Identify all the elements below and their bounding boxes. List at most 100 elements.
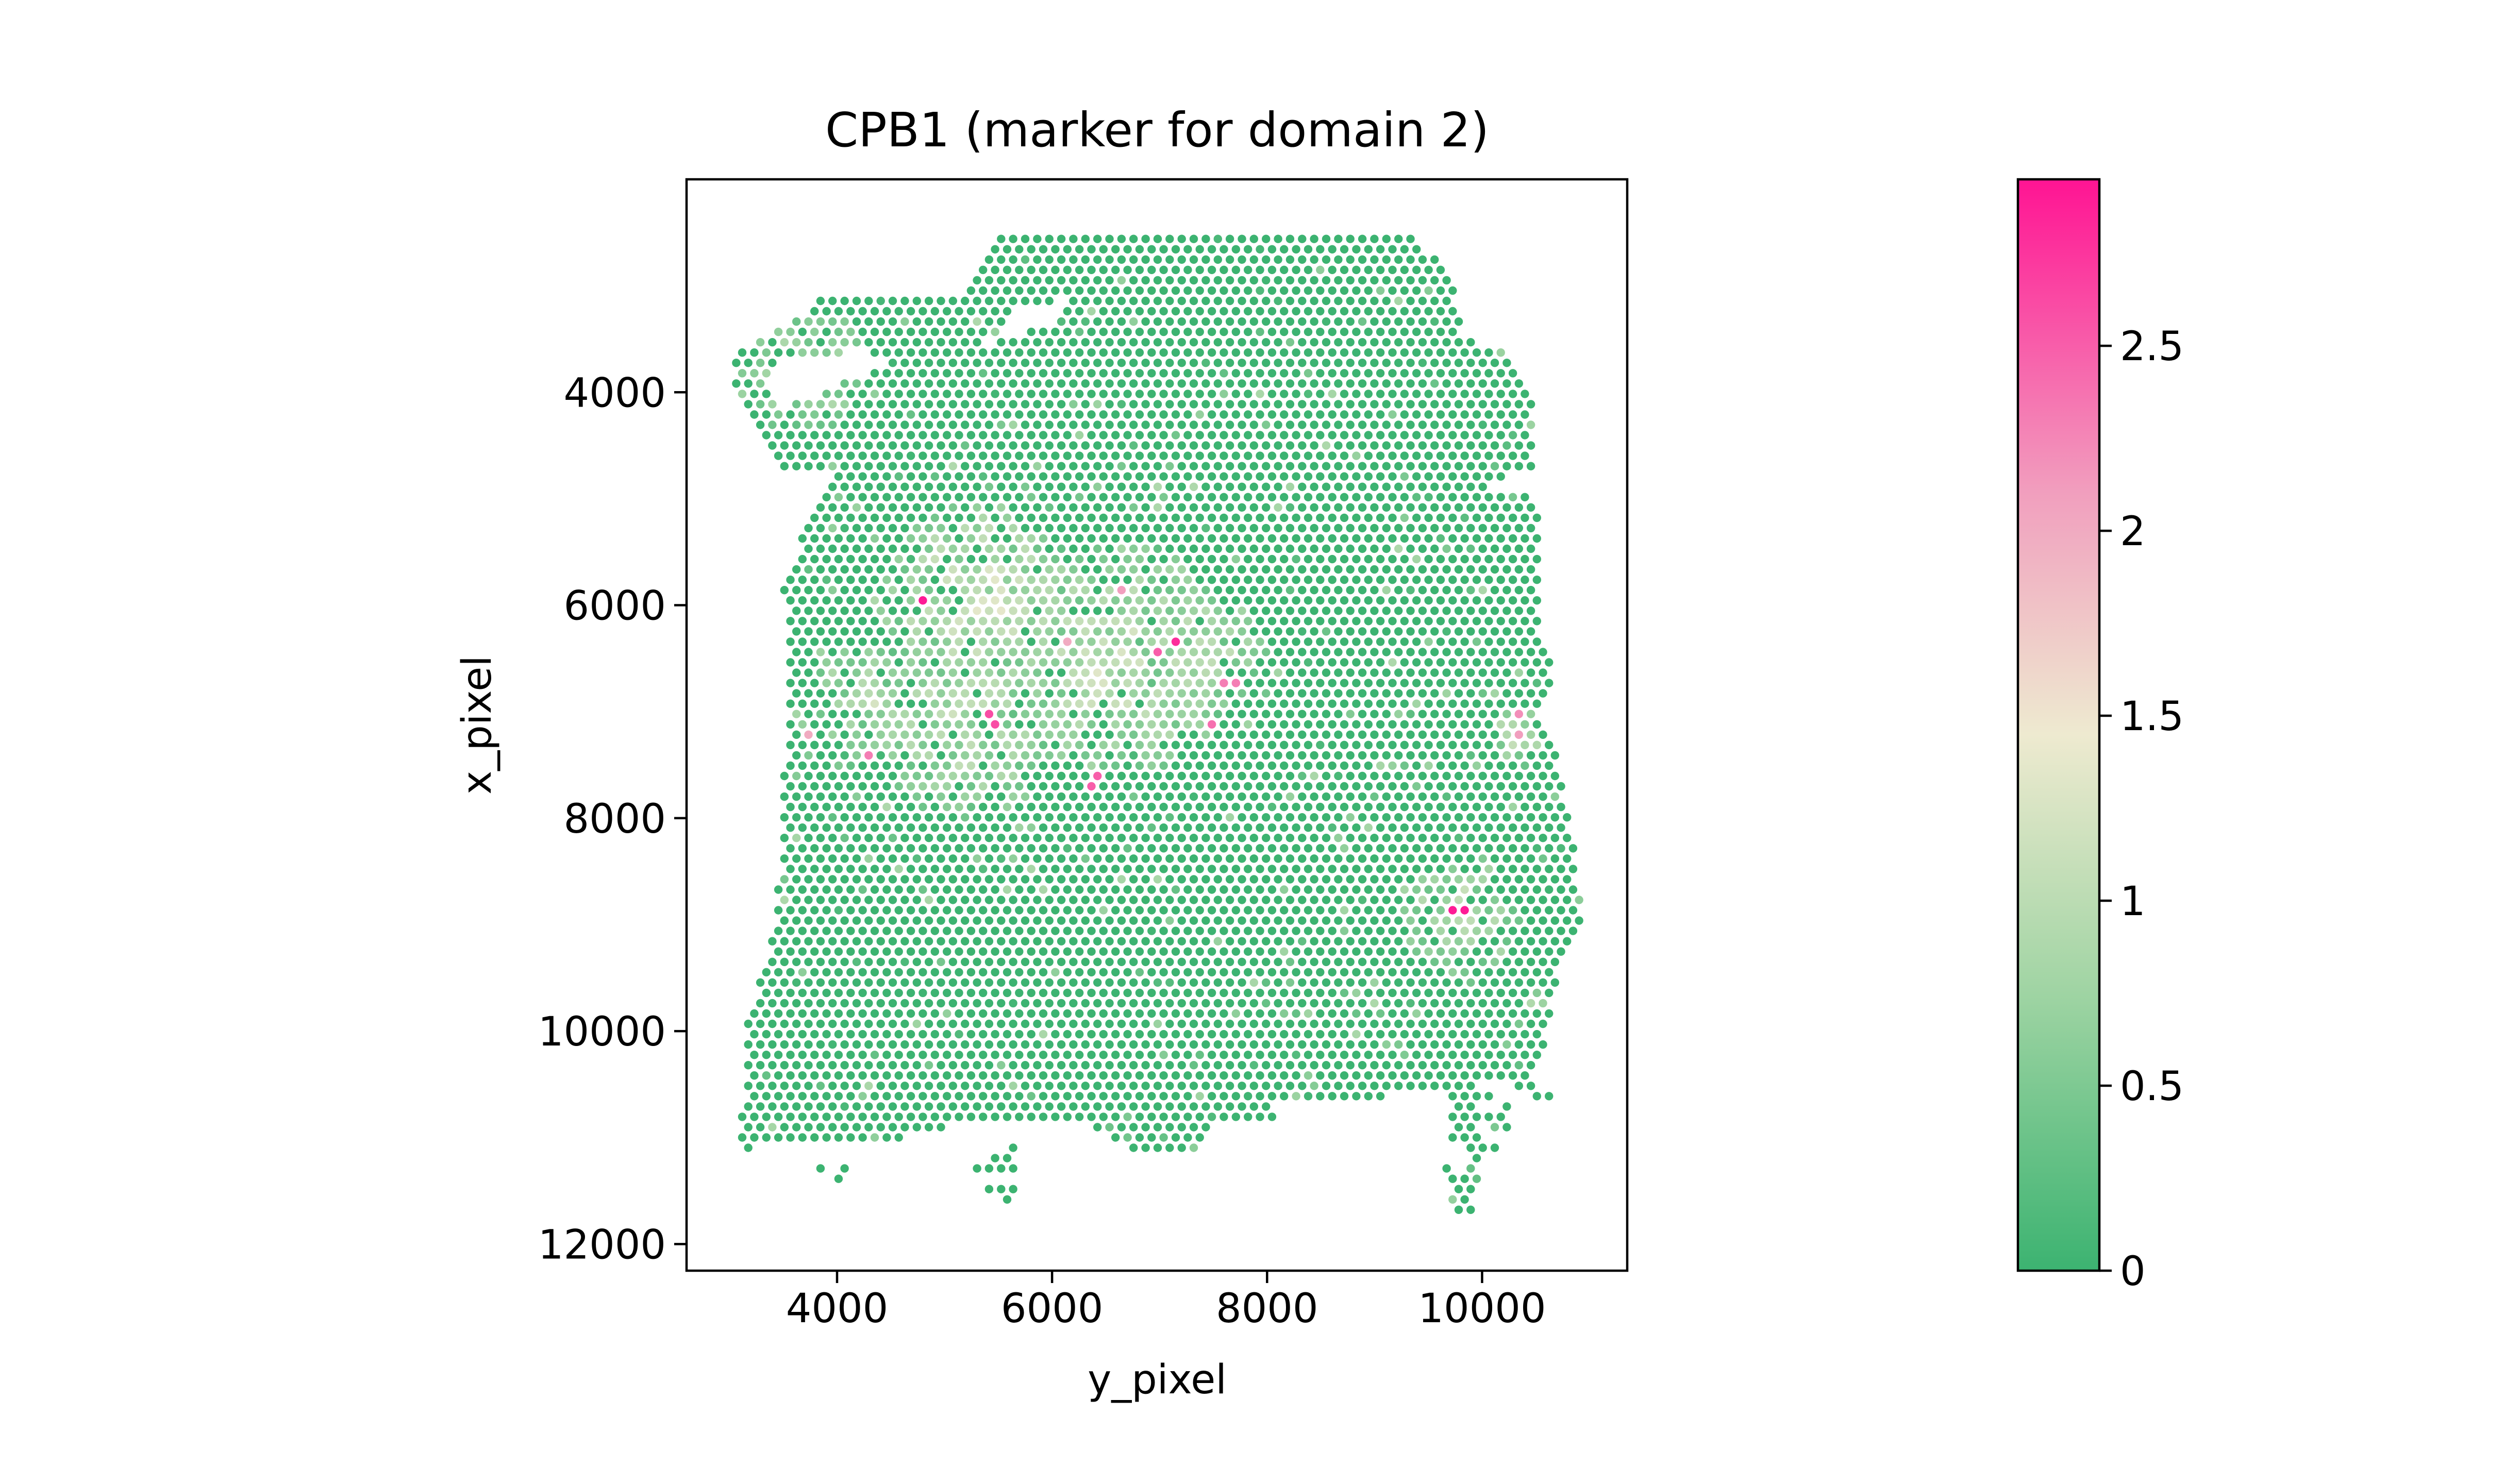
spot-1373 xyxy=(1051,493,1060,501)
spot-3843 xyxy=(948,896,958,904)
spot-4250 xyxy=(1009,957,1017,967)
spot-2931 xyxy=(1009,751,1017,760)
spot-714 xyxy=(1310,379,1318,388)
spot-2171 xyxy=(973,627,981,636)
spot-1615 xyxy=(1039,534,1048,543)
spot-3128 xyxy=(1051,782,1060,791)
spot-3270 xyxy=(1195,802,1204,812)
spot-2961 xyxy=(1370,751,1379,760)
spot-189 xyxy=(979,286,988,295)
spot-3894 xyxy=(1563,896,1572,904)
spot-4122 xyxy=(1069,937,1078,946)
spot-2950 xyxy=(1238,751,1246,760)
spot-1175 xyxy=(1472,451,1481,460)
spot-214 xyxy=(1280,286,1289,295)
spot-1973 xyxy=(846,596,855,605)
spot-2937 xyxy=(1081,751,1090,760)
spot-2455 xyxy=(1358,668,1367,677)
spot-3273 xyxy=(1231,802,1240,812)
spot-1237 xyxy=(1466,462,1475,470)
spot-4722 xyxy=(1075,1030,1084,1039)
spot-2864 xyxy=(966,740,976,750)
spot-167 xyxy=(1201,276,1210,285)
spot-2450 xyxy=(1298,668,1307,677)
spot-1820 xyxy=(1274,565,1282,574)
spot-3735 xyxy=(1249,875,1258,884)
spot-4202 xyxy=(1231,947,1240,956)
spot-496 xyxy=(1466,338,1475,347)
spot-4875 xyxy=(1316,1051,1325,1059)
spot-520 xyxy=(1039,348,1048,357)
spot-1072 xyxy=(997,441,1006,450)
spot-4838 xyxy=(870,1051,879,1059)
spot-281 xyxy=(810,307,819,316)
spot-1259 xyxy=(1027,472,1036,481)
spot-4550 xyxy=(1418,999,1427,1008)
spot-2650 xyxy=(1412,699,1421,708)
spot-3808 xyxy=(1328,885,1337,894)
spot-1262 xyxy=(1063,472,1072,481)
spot-1140 xyxy=(1051,451,1060,460)
spot-4520 xyxy=(1057,999,1066,1008)
spot-2381 xyxy=(1231,658,1240,667)
spot-183 xyxy=(1394,276,1403,285)
spot-545 xyxy=(1340,348,1349,357)
spot-606 xyxy=(1406,359,1415,367)
spot-1429 xyxy=(1009,503,1017,512)
spot-4951 xyxy=(1430,1061,1439,1070)
spot-542 xyxy=(1304,348,1313,357)
spot-661 xyxy=(1388,369,1397,378)
spot-2747 xyxy=(1075,720,1084,729)
spot-1432 xyxy=(1045,503,1054,512)
spot-133 xyxy=(1267,265,1277,274)
spot-2841 xyxy=(1454,730,1463,739)
spot-3030 xyxy=(1424,761,1433,770)
spot-739 xyxy=(870,390,879,398)
spot-1094 xyxy=(1262,441,1271,450)
spot-1637 xyxy=(1304,534,1313,543)
spot-4149 xyxy=(1394,937,1403,946)
spot-86 xyxy=(1165,255,1174,264)
spot-78 xyxy=(1069,255,1078,264)
spot-2264 xyxy=(1340,637,1349,646)
spot-1654 xyxy=(1508,534,1517,543)
spot-164 xyxy=(1165,276,1174,285)
spot-610 xyxy=(1454,359,1463,367)
spot-4425 xyxy=(1514,978,1523,987)
spot-295 xyxy=(979,307,988,316)
spot-2378 xyxy=(1195,658,1204,667)
spot-3692 xyxy=(1532,865,1541,873)
spot-4002 xyxy=(1249,916,1258,925)
spot-315 xyxy=(1267,307,1277,316)
spot-3137 xyxy=(1159,782,1168,791)
spot-1860 xyxy=(1003,576,1012,584)
spot-2887 xyxy=(1244,740,1252,750)
spot-3708 xyxy=(924,875,933,884)
spot-519 xyxy=(1027,348,1036,357)
spot-4455 xyxy=(1075,988,1084,998)
spot-2411 xyxy=(828,668,837,677)
spot-330 xyxy=(1448,307,1457,316)
spot-1194 xyxy=(948,462,958,470)
spot-1387 xyxy=(1220,493,1228,501)
spot-1109 xyxy=(1442,441,1451,450)
spot-2481 xyxy=(906,679,915,687)
spot-3160 xyxy=(1436,782,1445,791)
spot-3922 xyxy=(1087,906,1096,915)
spot-2656 xyxy=(1484,699,1493,708)
spot-579 xyxy=(1081,359,1090,367)
spot-3475 xyxy=(1298,834,1307,842)
spot-895 xyxy=(1183,410,1192,419)
spot-4650 xyxy=(1009,1019,1017,1028)
spot-4987 xyxy=(1075,1071,1084,1080)
spot-2181 xyxy=(1093,627,1102,636)
spot-3421 xyxy=(1436,823,1445,832)
spot-2215 xyxy=(1502,627,1511,636)
spot-3626 xyxy=(1526,854,1535,863)
spot-2639 xyxy=(1280,699,1289,708)
spot-2845 xyxy=(1502,730,1511,739)
spot-942 xyxy=(973,420,981,429)
spot-912 xyxy=(1388,410,1397,419)
spot-1124 xyxy=(858,451,867,460)
spot-1258 xyxy=(1015,472,1024,481)
